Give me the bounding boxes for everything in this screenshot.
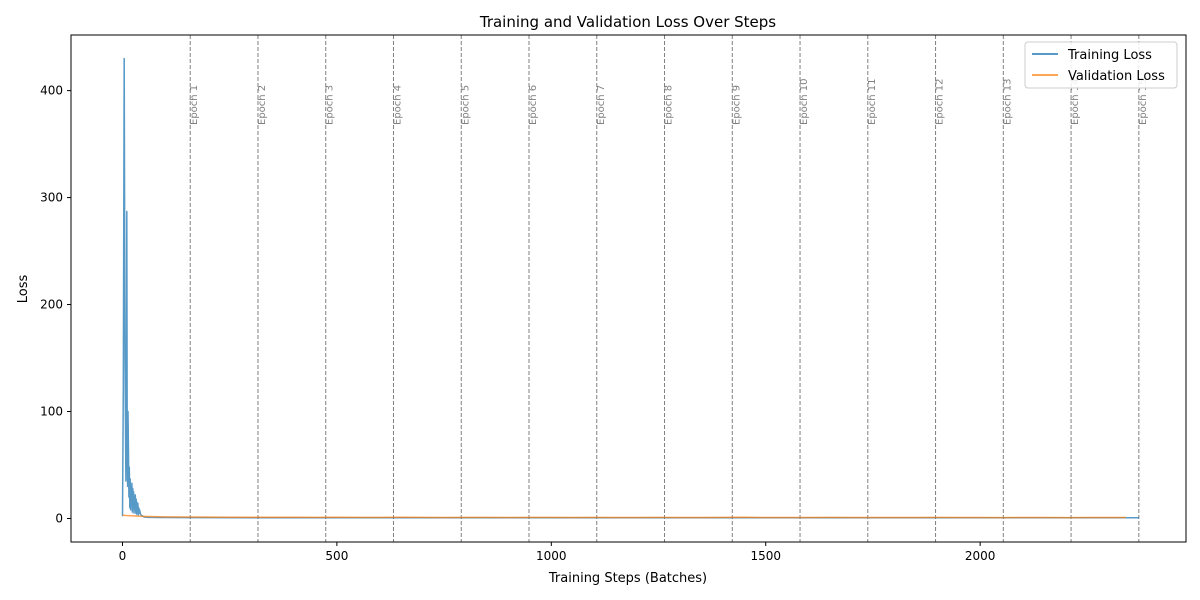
x-tick-label: 1000 bbox=[536, 549, 567, 563]
epoch-label: Epoch 4 bbox=[392, 85, 403, 125]
training-loss-line bbox=[121, 57, 1139, 519]
epoch-label: Epoch 6 bbox=[528, 85, 539, 125]
epoch-label: Epoch 7 bbox=[596, 85, 607, 125]
y-axis-label: Loss bbox=[16, 275, 31, 304]
x-tick-label: 0 bbox=[119, 549, 127, 563]
y-tick-label: 400 bbox=[40, 84, 63, 98]
epoch-label: Epoch 3 bbox=[325, 85, 336, 125]
legend-label-validation: Validation Loss bbox=[1068, 69, 1165, 84]
epoch-label: Epoch 14 bbox=[1070, 78, 1081, 125]
series-lines bbox=[121, 57, 1139, 519]
plot-frame bbox=[70, 34, 1187, 543]
x-axis-ticks: 0 500 1000 1500 2000 bbox=[119, 542, 996, 563]
y-tick-label: 200 bbox=[40, 298, 63, 312]
validation-loss-line bbox=[122, 514, 1126, 519]
epoch-label: Epoch 10 bbox=[799, 78, 810, 125]
epoch-label: Epoch 1 bbox=[189, 85, 200, 125]
epoch-label: Epoch 5 bbox=[460, 85, 471, 125]
chart-legend: Training Loss Validation Loss bbox=[1024, 41, 1178, 89]
legend-label-training: Training Loss bbox=[1067, 48, 1152, 63]
epoch-label: Epoch 13 bbox=[1002, 78, 1013, 125]
x-tick-label: 1500 bbox=[750, 549, 781, 563]
epoch-label: Epoch 12 bbox=[935, 78, 946, 125]
epoch-label: Epoch 11 bbox=[867, 78, 878, 125]
epoch-markers: Epoch 1 Epoch 2 Epoch 3 Epoch 4 Epoch 5 Epoch… bbox=[189, 35, 1149, 542]
x-tick-label: 2000 bbox=[965, 549, 996, 563]
y-tick-label: 0 bbox=[55, 511, 63, 525]
epoch-label: Epoch 2 bbox=[257, 85, 268, 125]
epoch-label: Epoch 9 bbox=[731, 85, 742, 125]
epoch-label: Epoch 15 bbox=[1138, 78, 1149, 125]
epoch-label: Epoch 8 bbox=[664, 85, 675, 125]
y-tick-label: 300 bbox=[40, 191, 63, 205]
chart-title: Training and Validation Loss Over Steps bbox=[479, 13, 776, 31]
x-axis-label: Training Steps (Batches) bbox=[548, 571, 707, 586]
x-tick-label: 500 bbox=[325, 549, 348, 563]
y-axis-ticks: 0 100 200 300 400 bbox=[40, 84, 71, 525]
y-tick-label: 100 bbox=[40, 405, 63, 419]
legend-box bbox=[1024, 41, 1178, 89]
